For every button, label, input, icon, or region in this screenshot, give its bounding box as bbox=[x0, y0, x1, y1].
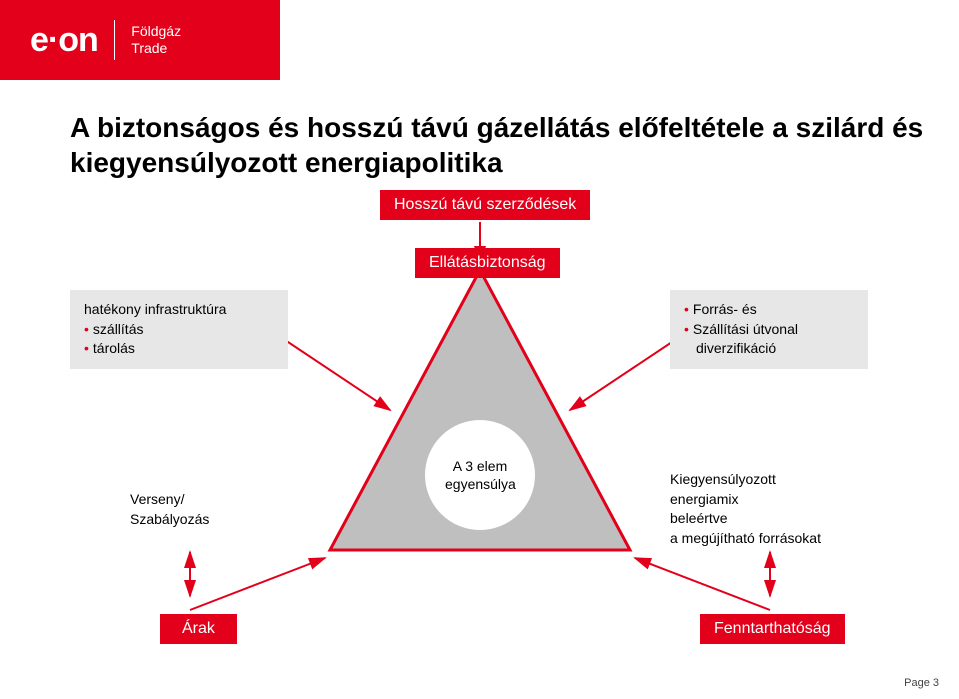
grey-right-b2: •Szállítási útvonal bbox=[684, 320, 854, 340]
box-bl: Árak bbox=[160, 614, 237, 644]
plain-left: Verseny/ Szabályozás bbox=[130, 490, 209, 529]
logo-sub: Földgáz Trade bbox=[131, 23, 181, 57]
grey-left-b1: •szállítás bbox=[84, 320, 274, 340]
logo: e·on Földgáz Trade bbox=[30, 20, 181, 60]
arrow-br bbox=[635, 558, 770, 610]
box-top: Hosszú távú szerződések bbox=[380, 190, 590, 220]
box-center: Ellátásbiztonság bbox=[415, 248, 560, 278]
page-title: A biztonságos és hosszú távú gázellátás … bbox=[70, 110, 959, 180]
grey-right-plain: diverzifikáció bbox=[684, 339, 854, 359]
plain-right-l4: a megújítható forrásokat bbox=[670, 529, 821, 549]
plain-left-l1: Verseny/ bbox=[130, 490, 209, 510]
grey-left-head: hatékony infrastruktúra bbox=[84, 300, 274, 320]
grey-left-b2: •tárolás bbox=[84, 339, 274, 359]
grey-left: hatékony infrastruktúra •szállítás •táro… bbox=[70, 290, 288, 369]
plain-right-l2: energiamix bbox=[670, 490, 821, 510]
diagram-stage: Hosszú távú szerződések Ellátásbiztonság… bbox=[70, 190, 890, 660]
arrow-left bbox=[270, 330, 390, 410]
grey-right: •Forrás- és •Szállítási útvonal diverzif… bbox=[670, 290, 868, 369]
page-number: Page 3 bbox=[904, 677, 939, 689]
grey-right-b1: •Forrás- és bbox=[684, 300, 854, 320]
logo-divider bbox=[114, 20, 116, 60]
plain-left-l2: Szabályozás bbox=[130, 510, 209, 530]
box-br: Fenntarthatóság bbox=[700, 614, 845, 644]
circle-l1: A 3 elem bbox=[445, 457, 515, 475]
plain-right: Kiegyensúlyozott energiamix beleértve a … bbox=[670, 470, 821, 548]
arrow-bl bbox=[190, 558, 325, 610]
brand-header: e·on Földgáz Trade bbox=[0, 0, 280, 80]
logo-text: e·on bbox=[30, 21, 98, 60]
logo-sub2: Trade bbox=[131, 40, 167, 56]
logo-sub1: Földgáz bbox=[131, 23, 181, 39]
plain-right-l1: Kiegyensúlyozott bbox=[670, 470, 821, 490]
plain-right-l3: beleértve bbox=[670, 509, 821, 529]
circle-label: A 3 elem egyensúlya bbox=[445, 457, 515, 493]
circle-l2: egyensúlya bbox=[445, 475, 515, 493]
